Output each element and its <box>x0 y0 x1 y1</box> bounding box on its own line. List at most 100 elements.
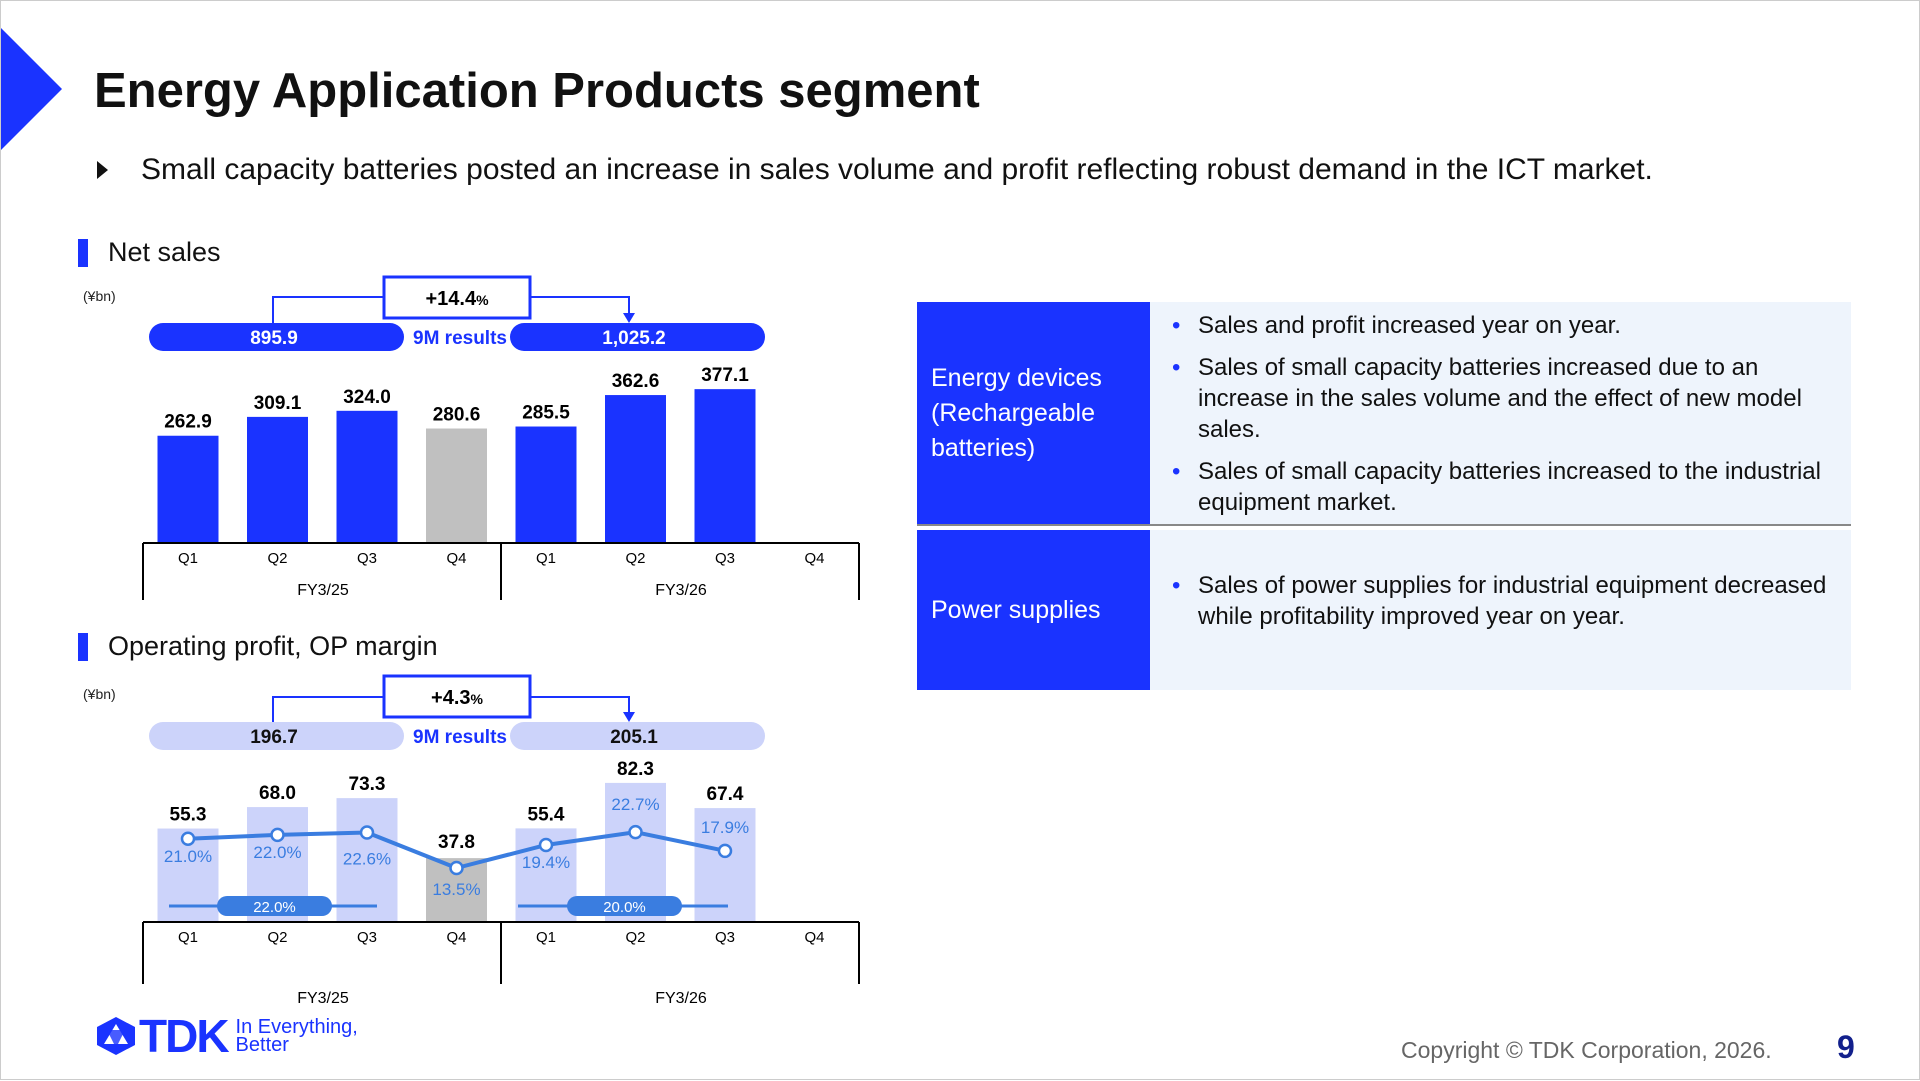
op-title: Operating profit, OP margin <box>108 631 438 661</box>
group-label: FY3/25 <box>297 582 349 599</box>
margin-label: 19.4% <box>522 853 570 872</box>
lead-bullet: Small capacity batteries posted an incre… <box>97 153 1653 187</box>
bar <box>605 395 666 543</box>
bar-value-label: 362.6 <box>612 371 660 392</box>
x-tick-label: Q4 <box>804 550 824 567</box>
prev-9m-pill <box>149 323 404 351</box>
change-box <box>382 674 532 719</box>
change-label: +4.3% <box>431 687 483 709</box>
op-chart: +4.3% 196.7 205.1 9M results 55.3 68.0 73.3 37.… <box>142 674 860 1007</box>
logo-brand: TDK <box>139 1010 230 1062</box>
avg-margin-pill <box>217 896 332 916</box>
table-row: Power supplies Sales of power supplies f… <box>917 530 1851 690</box>
margin-point <box>359 825 375 840</box>
x-tick-label: Q2 <box>267 929 287 946</box>
margin-line <box>456 830 726 870</box>
avg-margin-label: 20.0% <box>603 899 646 916</box>
avg-margin-label: 22.0% <box>253 899 296 916</box>
margin-label: 22.0% <box>253 843 301 862</box>
prev-9m-value: 196.7 <box>250 727 298 748</box>
margin-label: 22.6% <box>343 850 391 869</box>
list-item: Sales of small capacity batteries increa… <box>1172 456 1831 518</box>
x-tick-label: Q4 <box>446 929 466 946</box>
bar <box>515 426 577 543</box>
list-item: Sales and profit increased year on year. <box>1172 310 1831 341</box>
bar <box>694 389 756 543</box>
margin-label: 22.7% <box>611 795 659 814</box>
lead-text: Small capacity batteries posted an incre… <box>141 153 1653 186</box>
section-marker <box>78 238 88 267</box>
bar <box>336 410 398 543</box>
net-sales-unit: (¥bn) <box>83 288 116 304</box>
bar <box>336 798 398 922</box>
group-label: FY3/25 <box>297 990 349 1007</box>
bar-value-label: 37.8 <box>438 832 475 853</box>
page-number: 9 <box>1837 1029 1855 1065</box>
row-head: Power supplies <box>917 530 1150 690</box>
curr-9m-value: 205.1 <box>610 727 658 748</box>
bar-value-label: 280.6 <box>433 405 481 426</box>
prev-9m-value: 895.9 <box>250 328 298 349</box>
bar-value-label: 285.5 <box>522 403 570 424</box>
bar <box>694 808 756 922</box>
margin-label: 13.5% <box>432 880 480 899</box>
logo-tagline: In Everything, Better <box>235 1016 358 1056</box>
bar-value-label: 67.4 <box>707 784 744 805</box>
bar <box>426 428 487 543</box>
bar-value-label: 68.0 <box>259 783 296 804</box>
connector-line <box>530 296 630 315</box>
bar-value-label: 324.0 <box>343 387 391 408</box>
x-tick-label: Q1 <box>536 550 556 567</box>
x-tick-label: Q2 <box>267 550 287 567</box>
bar-value-label: 55.4 <box>528 804 565 825</box>
copyright: Copyright © TDK Corporation, 2026. <box>1401 1037 1772 1063</box>
margin-point <box>628 824 643 840</box>
bar <box>157 435 219 543</box>
bar-value-label: 55.3 <box>170 805 207 826</box>
table-row: Energy devices (Rechargeable batteries) … <box>917 302 1851 526</box>
bar-value-label: 73.3 <box>349 774 386 795</box>
x-tick-label: Q3 <box>715 550 735 567</box>
margin-point <box>538 837 554 853</box>
curr-9m-pill <box>510 722 765 750</box>
margin-label: 21.0% <box>164 847 212 866</box>
section-marker <box>78 632 88 661</box>
triangle-bullet-icon <box>97 161 108 179</box>
tdk-emblem-icon <box>97 1017 135 1055</box>
group-label: FY3/26 <box>655 582 707 599</box>
margin-point <box>717 843 733 859</box>
x-tick-label: Q3 <box>357 929 377 946</box>
bar <box>247 416 308 543</box>
x-tick-label: Q1 <box>178 929 198 946</box>
x-tick-label: Q2 <box>625 929 645 946</box>
net-sales-title: Net sales <box>108 237 221 267</box>
group-label: FY3/26 <box>655 990 707 1007</box>
net-sales-chart: +14.4% 895.9 1,025.2 9M results 262.9 309.1 32… <box>142 275 860 600</box>
connector-line <box>272 296 384 323</box>
prev-9m-pill <box>149 722 404 750</box>
arrow-head-icon <box>623 313 635 323</box>
list-item: Sales of small capacity batteries increa… <box>1172 352 1831 445</box>
bar-value-label: 82.3 <box>617 759 654 780</box>
net-sales-heading: Net sales <box>78 237 221 268</box>
change-label: +14.4% <box>425 288 489 310</box>
margin-point <box>270 827 285 843</box>
bar-value-label: 377.1 <box>701 365 749 386</box>
margin-point <box>180 831 196 846</box>
bar-value-label: 262.9 <box>164 412 212 433</box>
margin-label: 17.9% <box>701 818 749 837</box>
op-unit: (¥bn) <box>83 686 116 702</box>
curr-9m-pill <box>510 323 765 351</box>
row-head: Energy devices (Rechargeable batteries) <box>917 302 1150 524</box>
connector-line <box>530 696 630 714</box>
x-tick-label: Q1 <box>536 929 556 946</box>
x-tick-label: Q3 <box>357 550 377 567</box>
margin-point <box>449 860 464 876</box>
avg-margin-pill <box>567 896 682 916</box>
curr-9m-value: 1,025.2 <box>602 328 665 349</box>
nine-month-label: 9M results <box>413 328 507 349</box>
bar-value-label: 309.1 <box>254 393 302 414</box>
page-title: Energy Application Products segment <box>94 64 980 118</box>
connector-line <box>272 696 384 722</box>
chevron-icon <box>1 28 62 150</box>
